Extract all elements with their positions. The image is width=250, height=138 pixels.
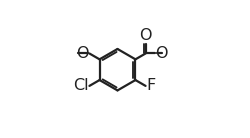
Text: O: O: [155, 46, 168, 61]
Text: O: O: [139, 28, 152, 43]
Text: O: O: [76, 46, 89, 61]
Text: F: F: [146, 78, 155, 93]
Text: Cl: Cl: [73, 78, 89, 93]
